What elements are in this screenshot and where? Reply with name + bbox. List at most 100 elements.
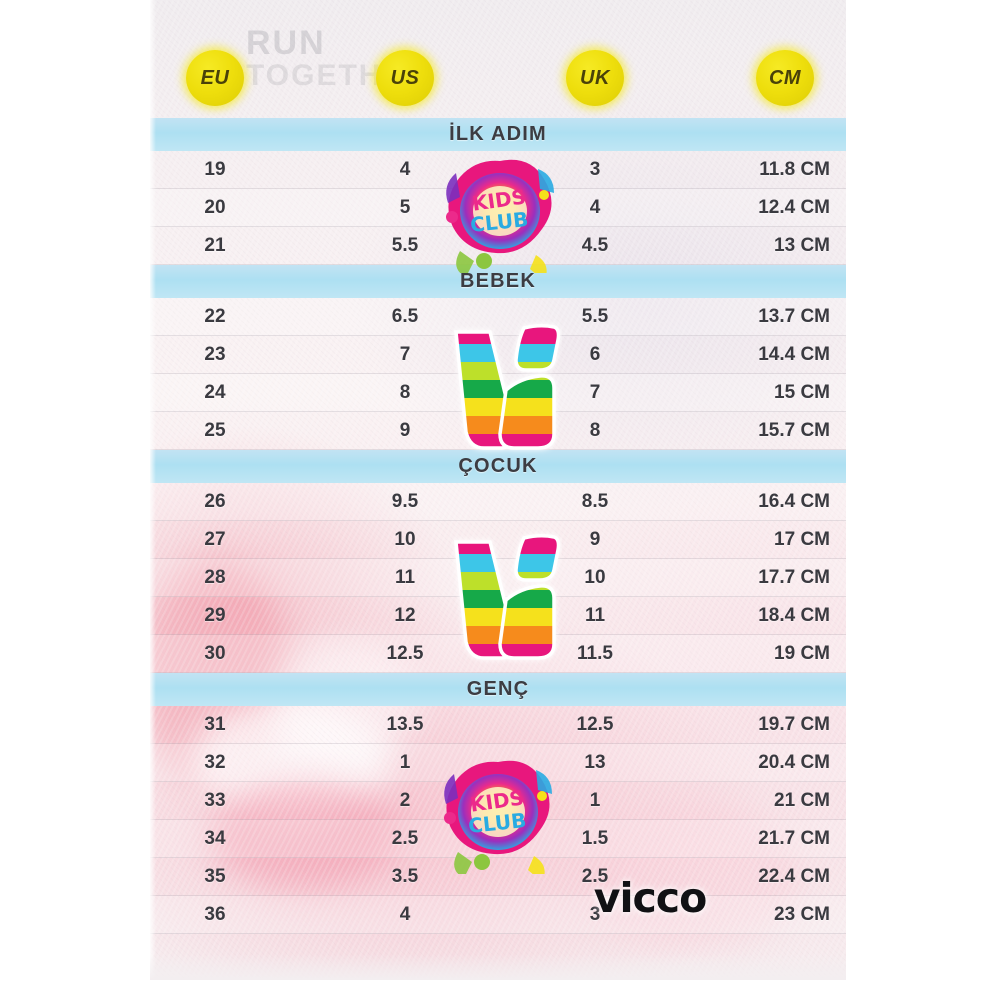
cell-eu: 25	[204, 419, 226, 441]
cell-us: 9.5	[391, 490, 419, 512]
cell-us: 2	[399, 789, 411, 811]
table-row: 22 6.5 5.5 13.7 CM	[150, 298, 846, 336]
section-header-band: ÇOCUK	[150, 450, 846, 483]
cell-eu: 26	[204, 490, 226, 512]
cell-uk: 11	[584, 604, 606, 626]
column-header-label: EU	[200, 66, 230, 89]
cell-us: 9	[399, 419, 411, 441]
cell-uk: 4.5	[581, 234, 609, 256]
cell-eu: 22	[204, 305, 226, 327]
cell-uk: 3	[589, 903, 601, 925]
table-row: 25 9 8 15.7 CM	[150, 412, 846, 450]
section-label: İLK ADIM	[449, 123, 547, 145]
cell-cm: 13 CM	[774, 234, 830, 256]
column-header-row: EU US UK CM	[150, 0, 846, 118]
column-header-chip-cm: CM	[756, 50, 814, 106]
cell-us: 5.5	[391, 234, 419, 256]
table-row: 36 4 3 23 CM	[150, 896, 846, 934]
cell-eu: 21	[204, 234, 226, 256]
section-header-band: İLK ADIM	[150, 118, 846, 151]
cell-eu: 19	[204, 158, 226, 180]
table-row: 27 10 9 17 CM	[150, 521, 846, 559]
section-label: GENÇ	[466, 678, 530, 700]
table-row: 33 2 1 21 CM	[150, 782, 846, 820]
size-chart-table: İLK ADIM 19 4 3 11.8 CM 20 5 4 12.4 CM 21 5.5 4.5 13…	[150, 118, 846, 934]
cell-us: 13.5	[386, 713, 424, 735]
cell-eu: 34	[204, 827, 226, 849]
cell-us: 5	[399, 196, 411, 218]
cell-cm: 23 CM	[774, 903, 830, 925]
section-label: ÇOCUK	[458, 455, 538, 477]
cell-cm: 11.8 CM	[759, 158, 830, 180]
section-header-band: GENÇ	[150, 673, 846, 706]
cell-cm: 14.4 CM	[758, 343, 830, 365]
cell-eu: 27	[204, 528, 226, 550]
cell-eu: 35	[204, 865, 226, 887]
vicco-wordmark: vicco	[570, 874, 730, 922]
cell-eu: 31	[204, 713, 226, 735]
cell-uk: 9	[589, 528, 601, 550]
cell-us: 2.5	[391, 827, 419, 849]
cell-cm: 15 CM	[774, 381, 830, 403]
cell-cm: 20.4 CM	[758, 751, 830, 773]
cell-cm: 13.7 CM	[758, 305, 830, 327]
cell-us: 12.5	[386, 642, 424, 664]
background-shoe-blob	[580, 800, 800, 950]
cell-uk: 1.5	[581, 827, 609, 849]
column-header-label: US	[390, 66, 420, 89]
table-row: 21 5.5 4.5 13 CM	[150, 227, 846, 265]
table-row: 23 7 6 14.4 CM	[150, 336, 846, 374]
cell-eu: 36	[204, 903, 226, 925]
table-row: 30 12.5 11.5 19 CM	[150, 635, 846, 673]
cell-uk: 3	[589, 158, 601, 180]
cell-us: 1	[399, 751, 411, 773]
cell-uk: 5.5	[581, 305, 609, 327]
cell-cm: 17 CM	[774, 528, 830, 550]
cell-cm: 18.4 CM	[758, 604, 830, 626]
cell-us: 6.5	[391, 305, 419, 327]
card-left-edge	[150, 0, 156, 980]
column-header-label: CM	[768, 66, 802, 89]
table-row: 26 9.5 8.5 16.4 CM	[150, 483, 846, 521]
cell-cm: 12.4 CM	[758, 196, 830, 218]
cell-eu: 23	[204, 343, 226, 365]
cell-eu: 32	[204, 751, 226, 773]
column-header-chip-eu: EU	[186, 50, 244, 106]
cell-uk: 4	[589, 196, 601, 218]
cell-uk: 2.5	[581, 865, 609, 887]
section-label: BEBEK	[459, 270, 536, 292]
table-row: 31 13.5 12.5 19.7 CM	[150, 706, 846, 744]
cell-cm: 17.7 CM	[758, 566, 830, 588]
column-header-chip-us: US	[376, 50, 434, 106]
cell-eu: 33	[204, 789, 226, 811]
table-row: 24 8 7 15 CM	[150, 374, 846, 412]
cell-us: 11	[394, 566, 416, 588]
cell-us: 7	[399, 343, 411, 365]
table-row: 19 4 3 11.8 CM	[150, 151, 846, 189]
cell-us: 4	[399, 158, 411, 180]
cell-uk: 12.5	[576, 713, 614, 735]
cell-us: 3.5	[391, 865, 419, 887]
cell-us: 8	[399, 381, 411, 403]
size-chart-card: RUN TOGETHER EU US UK CM İLK ADIM 19 4 3 11.8 C…	[150, 0, 846, 980]
cell-cm: 21.7 CM	[758, 827, 830, 849]
cell-cm: 22.4 CM	[758, 865, 830, 887]
cell-uk: 7	[589, 381, 601, 403]
table-row: 28 11 10 17.7 CM	[150, 559, 846, 597]
cell-eu: 20	[204, 196, 226, 218]
section-header-band: BEBEK	[150, 265, 846, 298]
cell-us: 12	[394, 604, 416, 626]
table-row: 35 3.5 2.5 22.4 CM	[150, 858, 846, 896]
vicco-wordmark-text: vicco	[593, 874, 708, 922]
cell-uk: 8	[589, 419, 601, 441]
cell-us: 10	[394, 528, 416, 550]
table-row: 20 5 4 12.4 CM	[150, 189, 846, 227]
card-bottom-edge	[150, 954, 846, 980]
column-header-label: UK	[580, 66, 610, 89]
cell-eu: 28	[204, 566, 226, 588]
cell-cm: 19.7 CM	[758, 713, 830, 735]
background-shoe-blob	[210, 780, 400, 890]
watermark-line-1: RUN	[246, 24, 326, 62]
cell-cm: 16.4 CM	[758, 490, 830, 512]
